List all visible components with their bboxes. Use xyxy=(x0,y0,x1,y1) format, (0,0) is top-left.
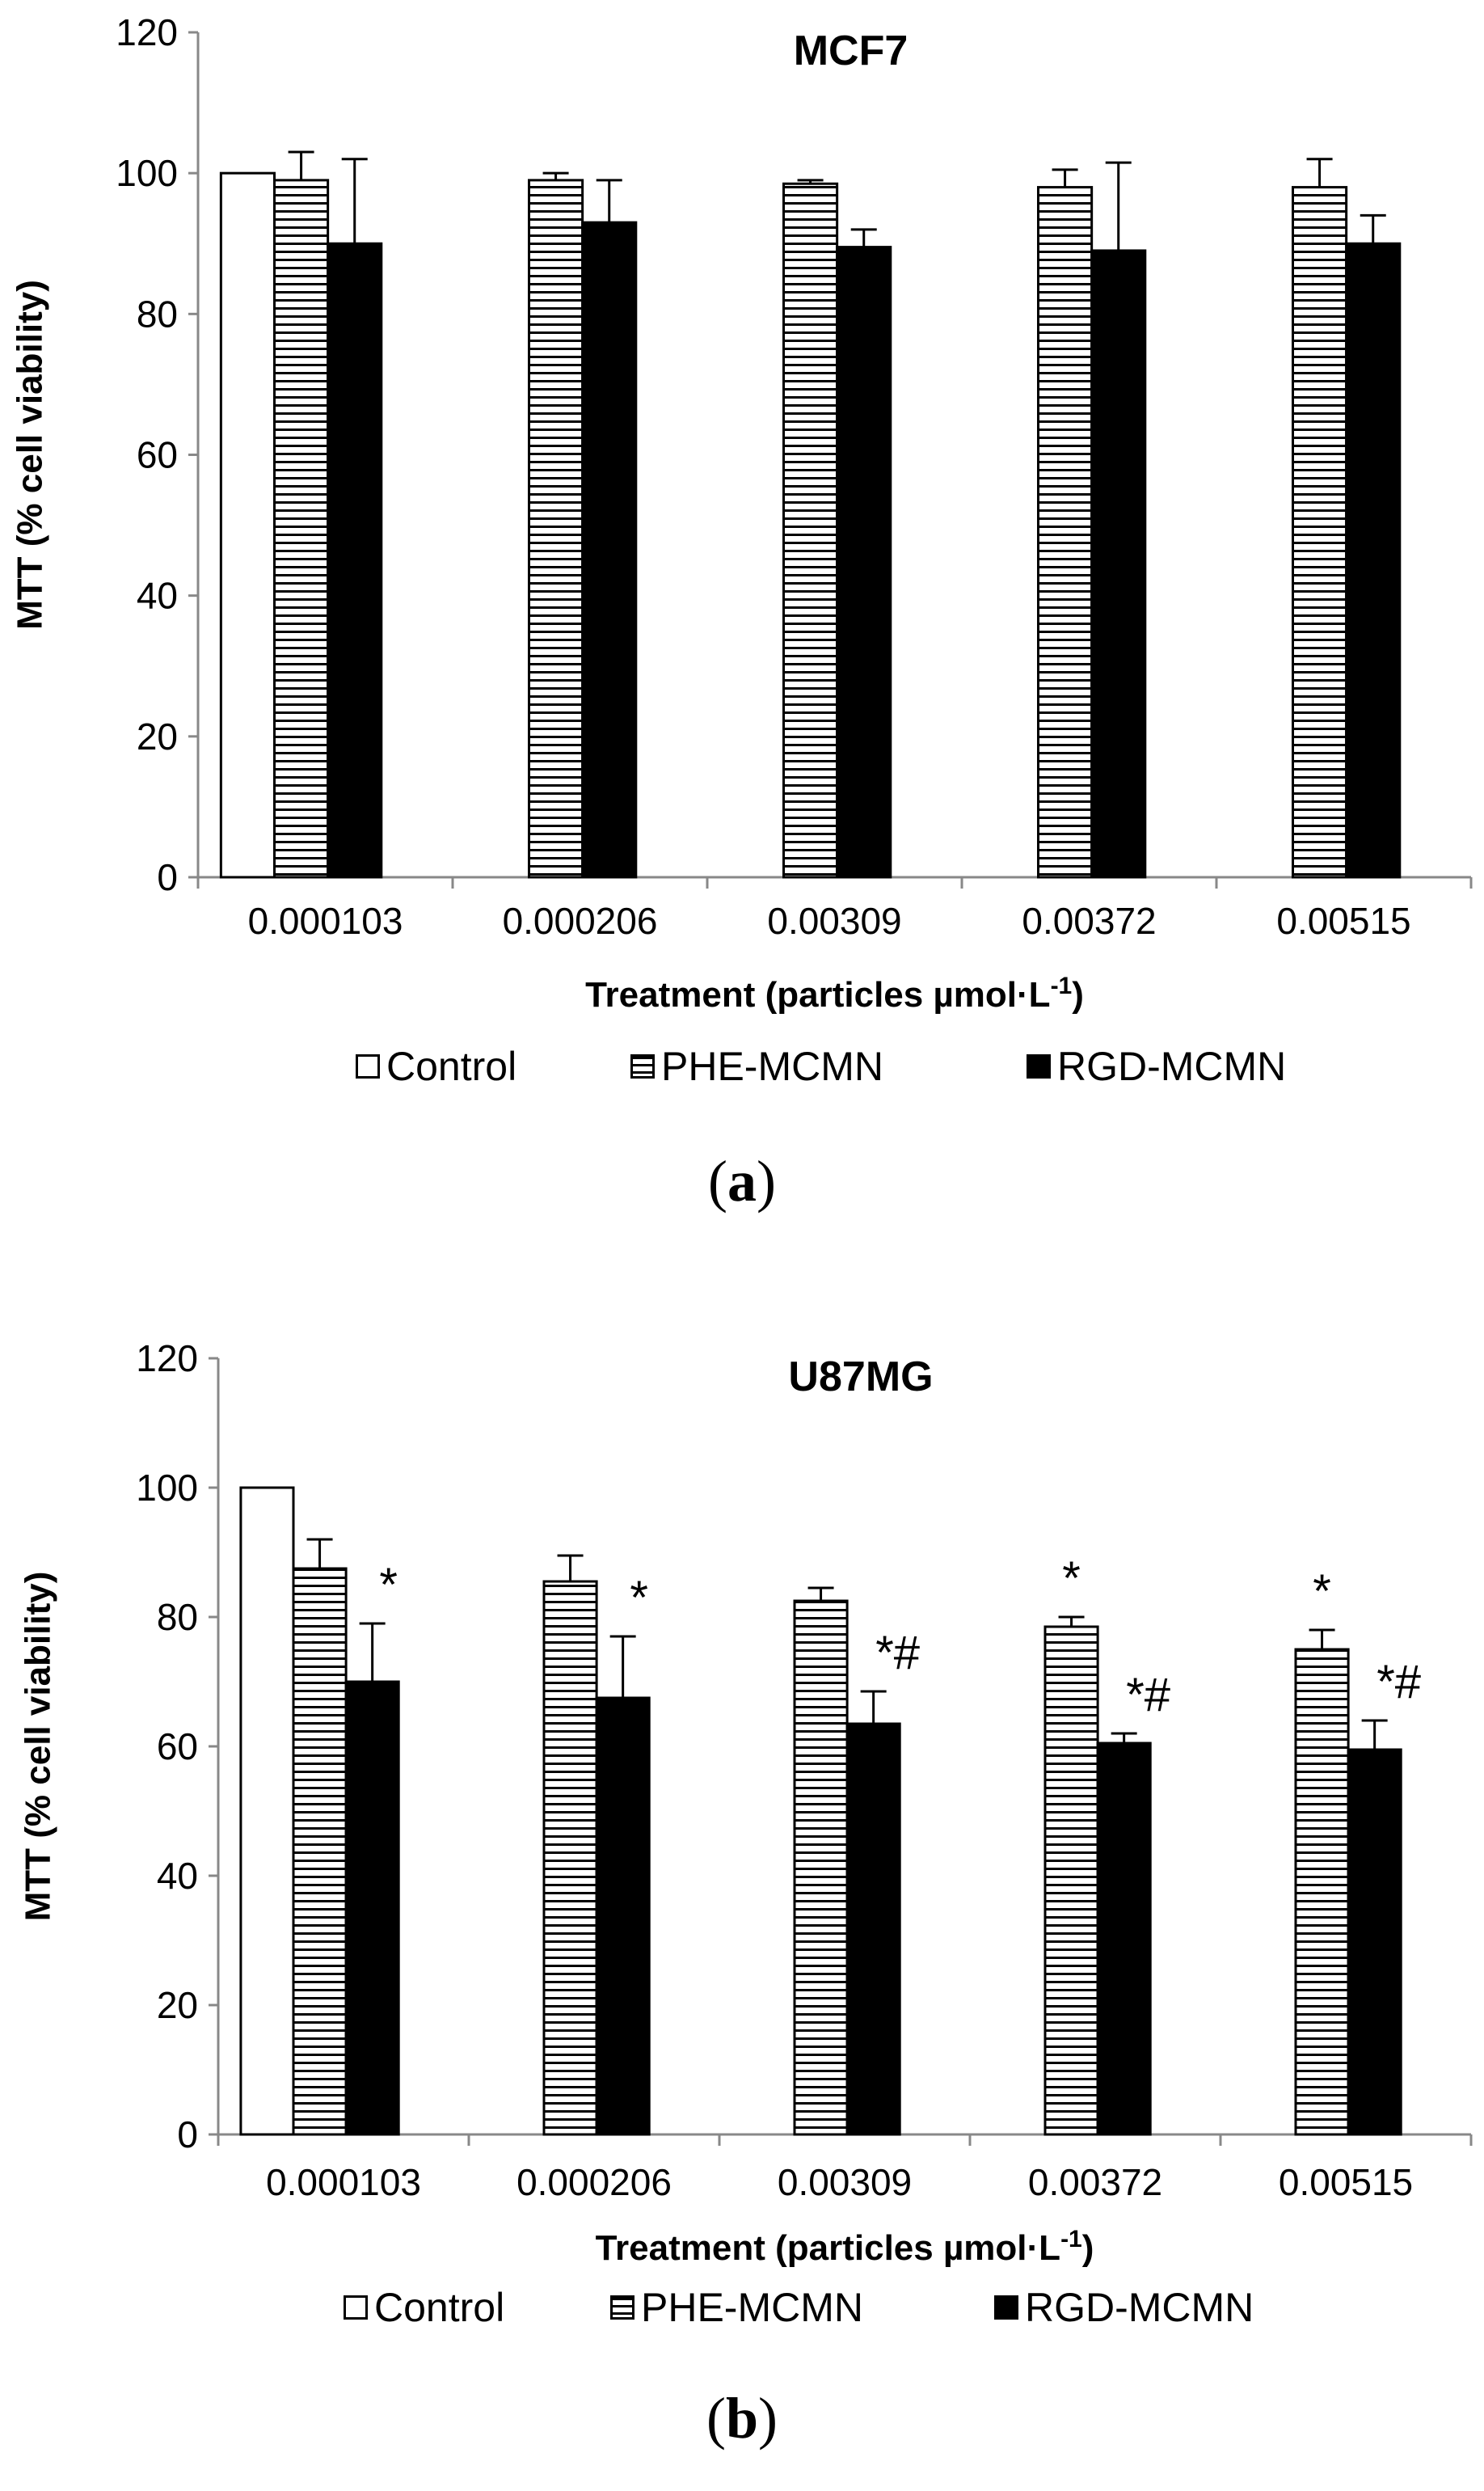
y-tick-label: 40 xyxy=(157,1855,198,1897)
bar-rgd-mcmn xyxy=(1090,249,1147,879)
caption-letter: a xyxy=(727,1149,757,1214)
legend-item-control: Control xyxy=(356,1043,630,1090)
x-tick-label: 0.00515 xyxy=(1279,2161,1413,2203)
legend-item-rgd: RGD-MCMN xyxy=(1027,1043,1286,1090)
bar-phe-mcmn xyxy=(528,179,584,879)
x-tick-label: 0.000103 xyxy=(266,2161,421,2203)
legend-label: PHE-MCMN xyxy=(641,2285,863,2330)
caption-letter: b xyxy=(725,2386,759,2451)
x-tick-label: 0.00309 xyxy=(767,900,901,942)
bar-control xyxy=(239,1486,295,2136)
x-axis-label: Treatment (particles µmol·L-1) xyxy=(585,973,1084,1015)
significance-marker: * xyxy=(1062,1552,1081,1605)
y-tick-label: 80 xyxy=(157,1596,198,1638)
y-tick-label: 20 xyxy=(157,1984,198,2026)
bar-rgd-mcmn xyxy=(1345,242,1402,879)
x-axis-label-main: Treatment (particles µmol·L xyxy=(596,2228,1060,2268)
x-tick-label: 0.000103 xyxy=(248,900,403,942)
x-axis-label-end: ) xyxy=(1072,975,1084,1015)
chart-title: MCF7 xyxy=(794,27,909,74)
bar-control xyxy=(219,171,276,879)
legend-swatch-control xyxy=(356,1054,380,1079)
x-axis-label-superscript: -1 xyxy=(1051,973,1073,999)
bar-phe-mcmn xyxy=(273,179,330,879)
significance-marker: *# xyxy=(875,1627,920,1679)
panel-caption: (b) xyxy=(706,2386,778,2451)
bar-phe-mcmn xyxy=(542,1580,598,2136)
y-tick-label: 60 xyxy=(157,1725,198,1767)
legend-item-rgd: RGD-MCMN xyxy=(994,2284,1254,2331)
legend-swatch-phe xyxy=(610,2295,634,2320)
legend: Control PHE-MCMN RGD-MCMN xyxy=(344,2284,1254,2331)
bar-rgd-mcmn xyxy=(595,1696,651,2136)
significance-marker: *# xyxy=(1126,1669,1170,1721)
legend-item-phe: PHE-MCMN xyxy=(630,1043,1027,1090)
bar-phe-mcmn xyxy=(292,1567,348,2136)
legend-label: Control xyxy=(374,2285,505,2330)
x-tick-label: 0.00372 xyxy=(1022,900,1156,942)
legend-item-control: Control xyxy=(344,2284,610,2331)
bar-phe-mcmn xyxy=(782,182,839,879)
y-tick-label: 20 xyxy=(137,716,178,758)
x-tick-label: 0.00372 xyxy=(1028,2161,1162,2203)
y-tick-label: 80 xyxy=(137,293,178,335)
significance-marker: *# xyxy=(1376,1656,1421,1708)
x-axis-label-end: ) xyxy=(1082,2228,1094,2268)
x-tick-label: 0.00309 xyxy=(778,2161,912,2203)
y-tick-label: 40 xyxy=(137,575,178,617)
significance-marker: * xyxy=(1313,1565,1331,1618)
x-tick-label: 0.000206 xyxy=(503,900,658,942)
legend-swatch-rgd xyxy=(1027,1054,1051,1079)
legend: Control PHE-MCMN RGD-MCMN xyxy=(356,1043,1286,1090)
significance-marker: * xyxy=(630,1572,648,1624)
bar-rgd-mcmn xyxy=(845,1722,901,2136)
bar-phe-mcmn xyxy=(1037,186,1094,879)
y-tick-label: 100 xyxy=(136,1467,198,1509)
y-tick-label: 120 xyxy=(136,1337,198,1379)
mcf7-chart: 0 20 40 60 80 100 120 0.000103 0.000206 0.00309 0.… xyxy=(11,11,1473,1015)
bar-rgd-mcmn xyxy=(1096,1742,1152,2136)
y-tick-label: 0 xyxy=(157,856,178,898)
legend-label: RGD-MCMN xyxy=(1057,1044,1287,1089)
bar-rgd-mcmn xyxy=(836,246,892,879)
legend-swatch-rgd xyxy=(994,2295,1018,2320)
legend-label: PHE-MCMN xyxy=(661,1044,883,1089)
x-axis-label: Treatment (particles µmol·L-1) xyxy=(596,2226,1094,2268)
bar-rgd-mcmn xyxy=(581,221,638,879)
x-tick-label: 0.00515 xyxy=(1276,900,1410,942)
bar-phe-mcmn xyxy=(793,1599,849,2136)
bar-rgd-mcmn xyxy=(344,1680,400,2136)
significance-marker: * xyxy=(379,1559,398,1611)
legend-label: RGD-MCMN xyxy=(1025,2285,1254,2330)
x-axis-label-superscript: -1 xyxy=(1060,2226,1082,2252)
legend-swatch-control xyxy=(344,2295,368,2320)
y-tick-label: 0 xyxy=(177,2113,198,2155)
y-tick-label: 120 xyxy=(116,11,178,53)
bar-rgd-mcmn xyxy=(327,242,383,879)
chart-title: U87MG xyxy=(788,1353,933,1400)
panel-b: 0 20 40 60 80 100 120 0.000103 0.000206 0.00309 0.… xyxy=(0,1286,1484,2491)
bar-rgd-mcmn xyxy=(1347,1748,1402,2136)
bar-phe-mcmn xyxy=(1043,1625,1099,2136)
legend-item-phe: PHE-MCMN xyxy=(610,2284,994,2331)
x-axis-label-main: Treatment (particles µmol·L xyxy=(585,975,1050,1015)
x-tick-label: 0.000206 xyxy=(516,2161,672,2203)
legend-label: Control xyxy=(386,1044,517,1089)
y-tick-label: 60 xyxy=(137,434,178,476)
panel-a: 0 20 40 60 80 100 120 0.000103 0.000206 0.00309 0.… xyxy=(11,11,1473,1214)
y-axis-label: MTT (% cell viability) xyxy=(11,280,50,630)
u87mg-chart: 0 20 40 60 80 100 120 0.000103 0.000206 0.00309 0.… xyxy=(19,1337,1473,2268)
bar-phe-mcmn xyxy=(1294,1648,1350,2136)
y-axis-label: MTT (% cell viability) xyxy=(19,1572,58,1922)
panel-caption: (a) xyxy=(708,1149,776,1214)
legend-swatch-phe xyxy=(630,1054,655,1079)
bar-phe-mcmn xyxy=(1292,186,1348,879)
y-tick-label: 100 xyxy=(116,152,178,194)
